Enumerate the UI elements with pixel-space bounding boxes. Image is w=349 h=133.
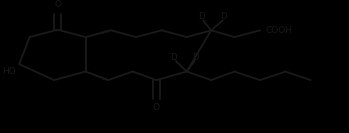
Text: O: O	[54, 0, 61, 9]
Text: HO: HO	[2, 67, 15, 76]
Text: D: D	[199, 12, 205, 21]
Text: D: D	[192, 53, 199, 62]
Text: D: D	[220, 12, 227, 21]
Text: COOH: COOH	[265, 26, 292, 35]
Text: D: D	[171, 53, 177, 62]
Text: O: O	[153, 103, 160, 113]
